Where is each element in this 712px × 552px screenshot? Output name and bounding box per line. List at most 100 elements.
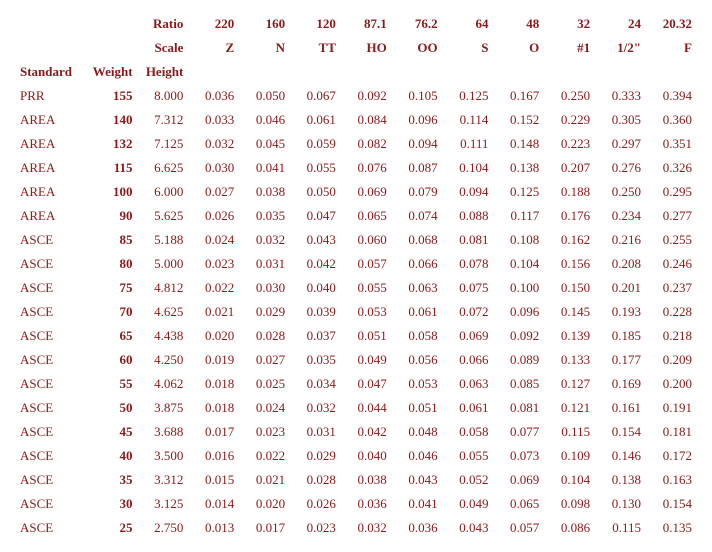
- scale-val: OO: [389, 36, 440, 60]
- table-body: PRR1558.0000.0360.0500.0670.0920.1050.12…: [18, 84, 694, 540]
- cell-value: 0.188: [541, 180, 592, 204]
- cell-value: 0.025: [236, 372, 287, 396]
- cell-value: 0.063: [440, 372, 491, 396]
- cell-value: 0.086: [541, 516, 592, 540]
- cell-value: 0.145: [541, 300, 592, 324]
- cell-value: 0.108: [490, 228, 541, 252]
- cell-value: 0.028: [287, 468, 338, 492]
- cell-height: 5.188: [135, 228, 186, 252]
- scale-val: TT: [287, 36, 338, 60]
- scale-val: S: [440, 36, 491, 60]
- table-row: ASCE303.1250.0140.0200.0260.0360.0410.04…: [18, 492, 694, 516]
- cell-value: 0.036: [338, 492, 389, 516]
- cell-value: 0.044: [338, 396, 389, 420]
- cell-weight: 115: [84, 156, 135, 180]
- cell-height: 6.000: [135, 180, 186, 204]
- cell-weight: 25: [84, 516, 135, 540]
- ratio-val: 20.32: [643, 12, 694, 36]
- cell-standard: ASCE: [18, 276, 84, 300]
- cell-value: 0.100: [490, 276, 541, 300]
- cell-height: 4.062: [135, 372, 186, 396]
- cell-standard: ASCE: [18, 300, 84, 324]
- cell-value: 0.014: [185, 492, 236, 516]
- table-row: ASCE654.4380.0200.0280.0370.0510.0580.06…: [18, 324, 694, 348]
- cell-value: 0.207: [541, 156, 592, 180]
- cell-value: 0.082: [338, 132, 389, 156]
- cell-value: 0.177: [592, 348, 643, 372]
- cell-value: 0.209: [643, 348, 694, 372]
- table-row: AREA905.6250.0260.0350.0470.0650.0740.08…: [18, 204, 694, 228]
- cell-value: 0.035: [236, 204, 287, 228]
- cell-value: 0.043: [389, 468, 440, 492]
- cell-value: 0.255: [643, 228, 694, 252]
- cell-value: 0.104: [541, 468, 592, 492]
- cell-value: 0.201: [592, 276, 643, 300]
- table-row: ASCE554.0620.0180.0250.0340.0470.0530.06…: [18, 372, 694, 396]
- cell-value: 0.094: [389, 132, 440, 156]
- cell-weight: 50: [84, 396, 135, 420]
- cell-value: 0.193: [592, 300, 643, 324]
- cell-value: 0.067: [287, 84, 338, 108]
- cell-value: 0.050: [236, 84, 287, 108]
- cell-weight: 80: [84, 252, 135, 276]
- weight-label: Weight: [84, 60, 135, 84]
- cell-height: 6.625: [135, 156, 186, 180]
- height-label: Height: [135, 60, 186, 84]
- cell-value: 0.065: [490, 492, 541, 516]
- cell-weight: 70: [84, 300, 135, 324]
- table-header: Ratio 220 160 120 87.1 76.2 64 48 32 24 …: [18, 12, 694, 84]
- cell-value: 0.138: [490, 156, 541, 180]
- cell-value: 0.167: [490, 84, 541, 108]
- cell-value: 0.028: [236, 324, 287, 348]
- cell-value: 0.125: [440, 84, 491, 108]
- cell-value: 0.104: [440, 156, 491, 180]
- cell-value: 0.087: [389, 156, 440, 180]
- cell-value: 0.156: [541, 252, 592, 276]
- scale-val: F: [643, 36, 694, 60]
- cell-standard: ASCE: [18, 372, 84, 396]
- cell-value: 0.021: [236, 468, 287, 492]
- cell-value: 0.017: [185, 420, 236, 444]
- table-row: ASCE805.0000.0230.0310.0420.0570.0660.07…: [18, 252, 694, 276]
- cell-value: 0.069: [338, 180, 389, 204]
- scale-val: #1: [541, 36, 592, 60]
- cell-value: 0.050: [287, 180, 338, 204]
- cell-value: 0.056: [389, 348, 440, 372]
- cell-value: 0.055: [440, 444, 491, 468]
- cell-value: 0.081: [440, 228, 491, 252]
- cell-value: 0.250: [541, 84, 592, 108]
- cell-value: 0.024: [185, 228, 236, 252]
- cell-standard: ASCE: [18, 444, 84, 468]
- cell-value: 0.077: [490, 420, 541, 444]
- scale-val: HO: [338, 36, 389, 60]
- cell-height: 4.438: [135, 324, 186, 348]
- cell-value: 0.038: [338, 468, 389, 492]
- cell-value: 0.058: [389, 324, 440, 348]
- scale-label: Scale: [135, 36, 186, 60]
- cell-value: 0.063: [389, 276, 440, 300]
- cell-value: 0.043: [287, 228, 338, 252]
- cell-value: 0.036: [185, 84, 236, 108]
- cell-value: 0.034: [287, 372, 338, 396]
- cell-value: 0.394: [643, 84, 694, 108]
- cell-standard: ASCE: [18, 420, 84, 444]
- cell-value: 0.228: [643, 300, 694, 324]
- cell-weight: 100: [84, 180, 135, 204]
- cell-value: 0.185: [592, 324, 643, 348]
- cell-value: 0.138: [592, 468, 643, 492]
- cell-value: 0.096: [389, 108, 440, 132]
- cell-value: 0.026: [185, 204, 236, 228]
- ratio-val: 24: [592, 12, 643, 36]
- cell-height: 3.688: [135, 420, 186, 444]
- cell-value: 0.048: [389, 420, 440, 444]
- table-row: ASCE754.8120.0220.0300.0400.0550.0630.07…: [18, 276, 694, 300]
- cell-value: 0.111: [440, 132, 491, 156]
- cell-value: 0.146: [592, 444, 643, 468]
- cell-value: 0.049: [338, 348, 389, 372]
- cell-value: 0.076: [338, 156, 389, 180]
- table-row: AREA1327.1250.0320.0450.0590.0820.0940.1…: [18, 132, 694, 156]
- ratio-val: 160: [236, 12, 287, 36]
- standard-label: Standard: [18, 60, 84, 84]
- cell-value: 0.018: [185, 372, 236, 396]
- cell-value: 0.027: [185, 180, 236, 204]
